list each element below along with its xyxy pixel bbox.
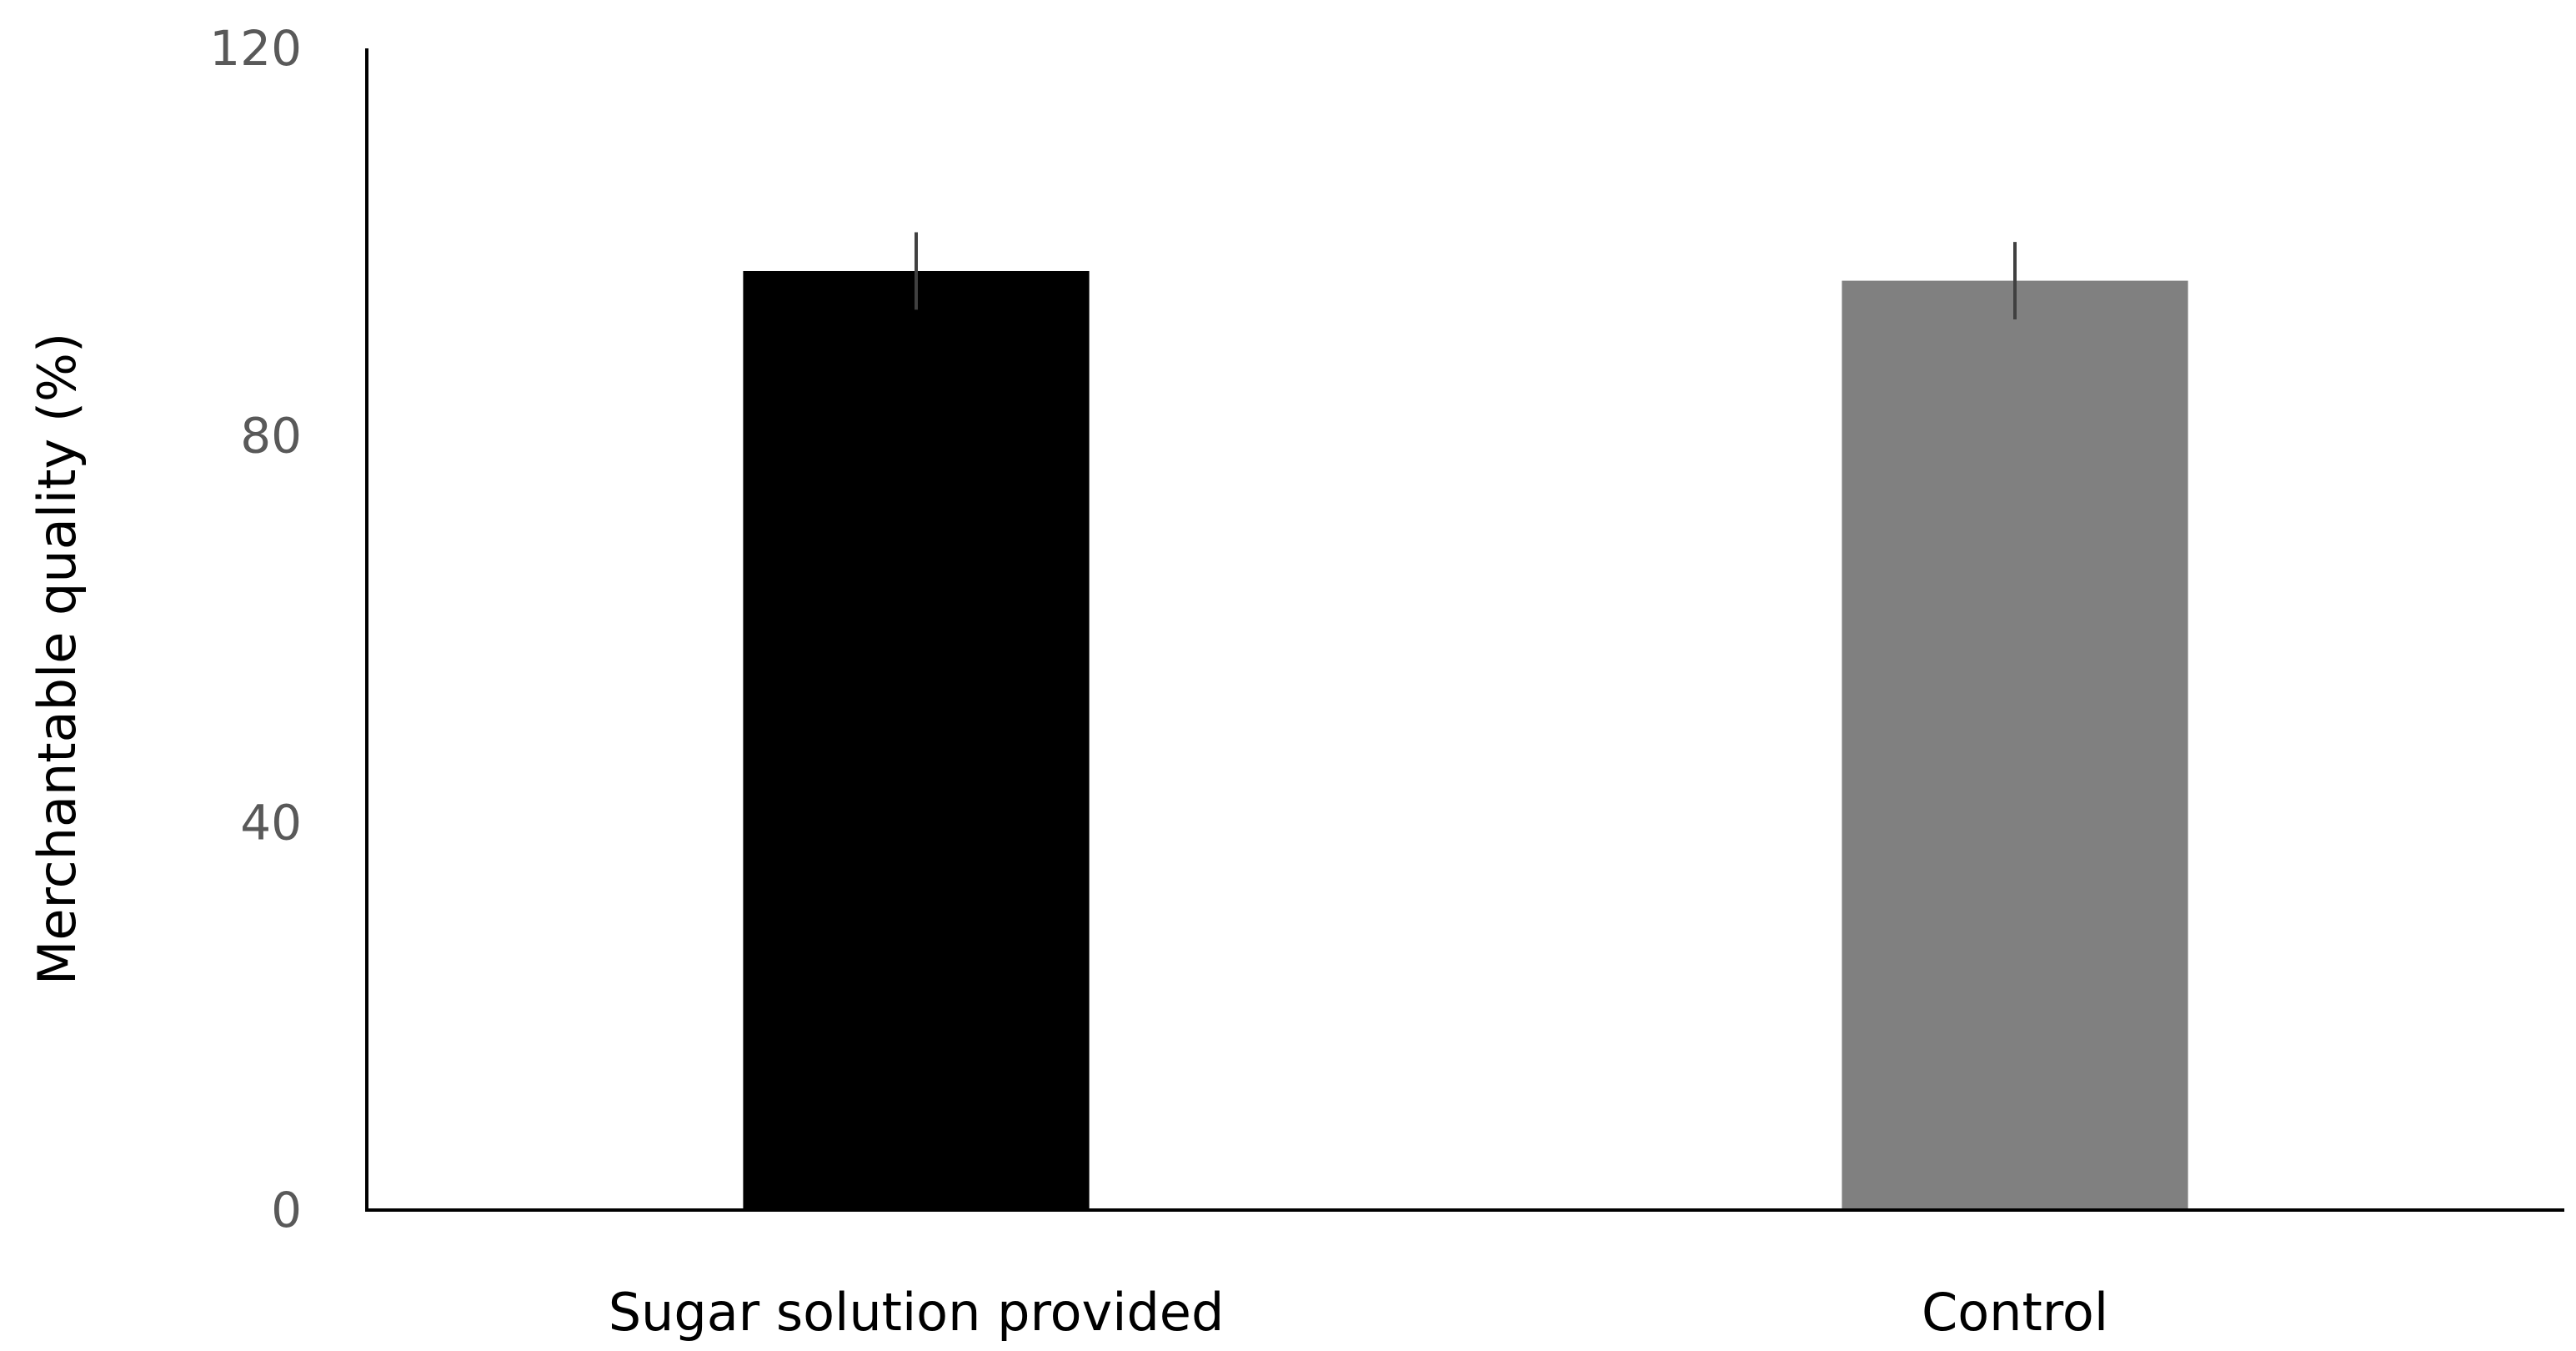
y-tick-labels: 0 40 80 120 [209,20,302,1238]
y-tick-label: 40 [240,795,302,851]
x-category-labels: Sugar solution provided Control [609,1282,2108,1343]
y-tick-label: 80 [240,407,302,464]
y-axis-title: Merchantable quality (%) [27,333,88,985]
y-tick-label: 120 [209,20,302,77]
bar-1 [1842,280,2188,1211]
error-bars-layer [915,232,2017,320]
x-category-label: Control [1922,1282,2108,1343]
bars-layer [743,270,2188,1211]
y-tick-label: 0 [271,1182,302,1238]
x-category-label: Sugar solution provided [609,1282,1225,1343]
bar-0 [743,270,1090,1210]
